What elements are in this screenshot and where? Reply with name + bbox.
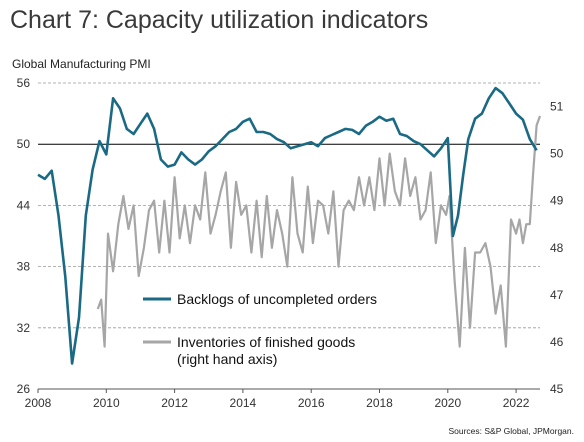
right-axis-ticks: 45 46 47 48 49 50 51 — [550, 100, 564, 396]
right-tick-label: 45 — [550, 382, 564, 396]
right-tick-label: 48 — [550, 241, 564, 255]
x-tick-label: 2010 — [93, 396, 120, 410]
series-line-backlogs — [37, 86, 538, 365]
x-tick-label: 2016 — [298, 396, 325, 410]
right-tick-label: 47 — [550, 288, 564, 302]
x-tick-label: 2020 — [434, 396, 461, 410]
right-tick-label: 46 — [550, 335, 564, 349]
left-tick-label: 26 — [17, 382, 31, 396]
series-lines — [37, 86, 542, 365]
source-note: Sources: S&P Global, JPMorgan. — [448, 426, 574, 436]
right-tick-label: 51 — [550, 100, 564, 114]
x-tick-label: 2008 — [25, 396, 52, 410]
x-tick-label: 2014 — [230, 396, 257, 410]
left-tick-label: 50 — [17, 137, 31, 151]
right-tick-label: 49 — [550, 194, 564, 208]
x-tick-label: 2022 — [503, 396, 530, 410]
left-tick-label: 38 — [17, 260, 31, 274]
grid-lines — [38, 82, 540, 329]
chart-title: Chart 7: Capacity utilization indicators — [10, 6, 429, 34]
legend-label-backlogs: Backlogs of uncompleted orders — [177, 291, 377, 307]
right-tick-label: 50 — [550, 147, 564, 161]
x-axis-ticks: 2008 2010 2012 2014 2016 2018 2020 2022 — [25, 389, 530, 410]
y-axis-label: Global Manufacturing PMI — [12, 57, 151, 71]
legend-label-inventories-note: (right hand axis) — [177, 351, 277, 367]
x-tick-label: 2018 — [366, 396, 393, 410]
series-line-inventories — [96, 115, 542, 348]
legend-label-inventories: Inventories of finished goods — [177, 334, 355, 350]
left-tick-label: 44 — [17, 198, 31, 212]
left-tick-label: 56 — [17, 76, 31, 90]
legend: Backlogs of uncompleted orders Inventorie… — [143, 291, 377, 367]
left-tick-label: 32 — [17, 321, 31, 335]
x-tick-label: 2012 — [161, 396, 188, 410]
left-axis-ticks: 26 32 38 44 50 56 — [17, 76, 31, 396]
